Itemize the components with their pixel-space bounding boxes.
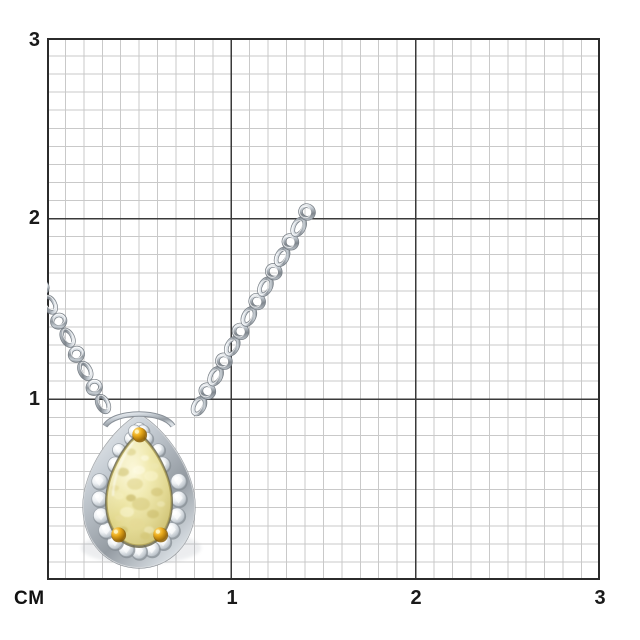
grid-lines [47, 38, 600, 580]
x-axis-label-1: 1 [226, 587, 238, 609]
y-axis-label-3: 3 [28, 29, 40, 51]
x-axis-label-2: 2 [410, 587, 422, 609]
unit-label-cm: CM [14, 588, 45, 609]
measurement-grid [47, 38, 600, 580]
y-axis-label-1: 1 [28, 388, 40, 410]
y-axis-label-2: 2 [28, 207, 40, 229]
x-axis-label-3: 3 [594, 587, 606, 609]
